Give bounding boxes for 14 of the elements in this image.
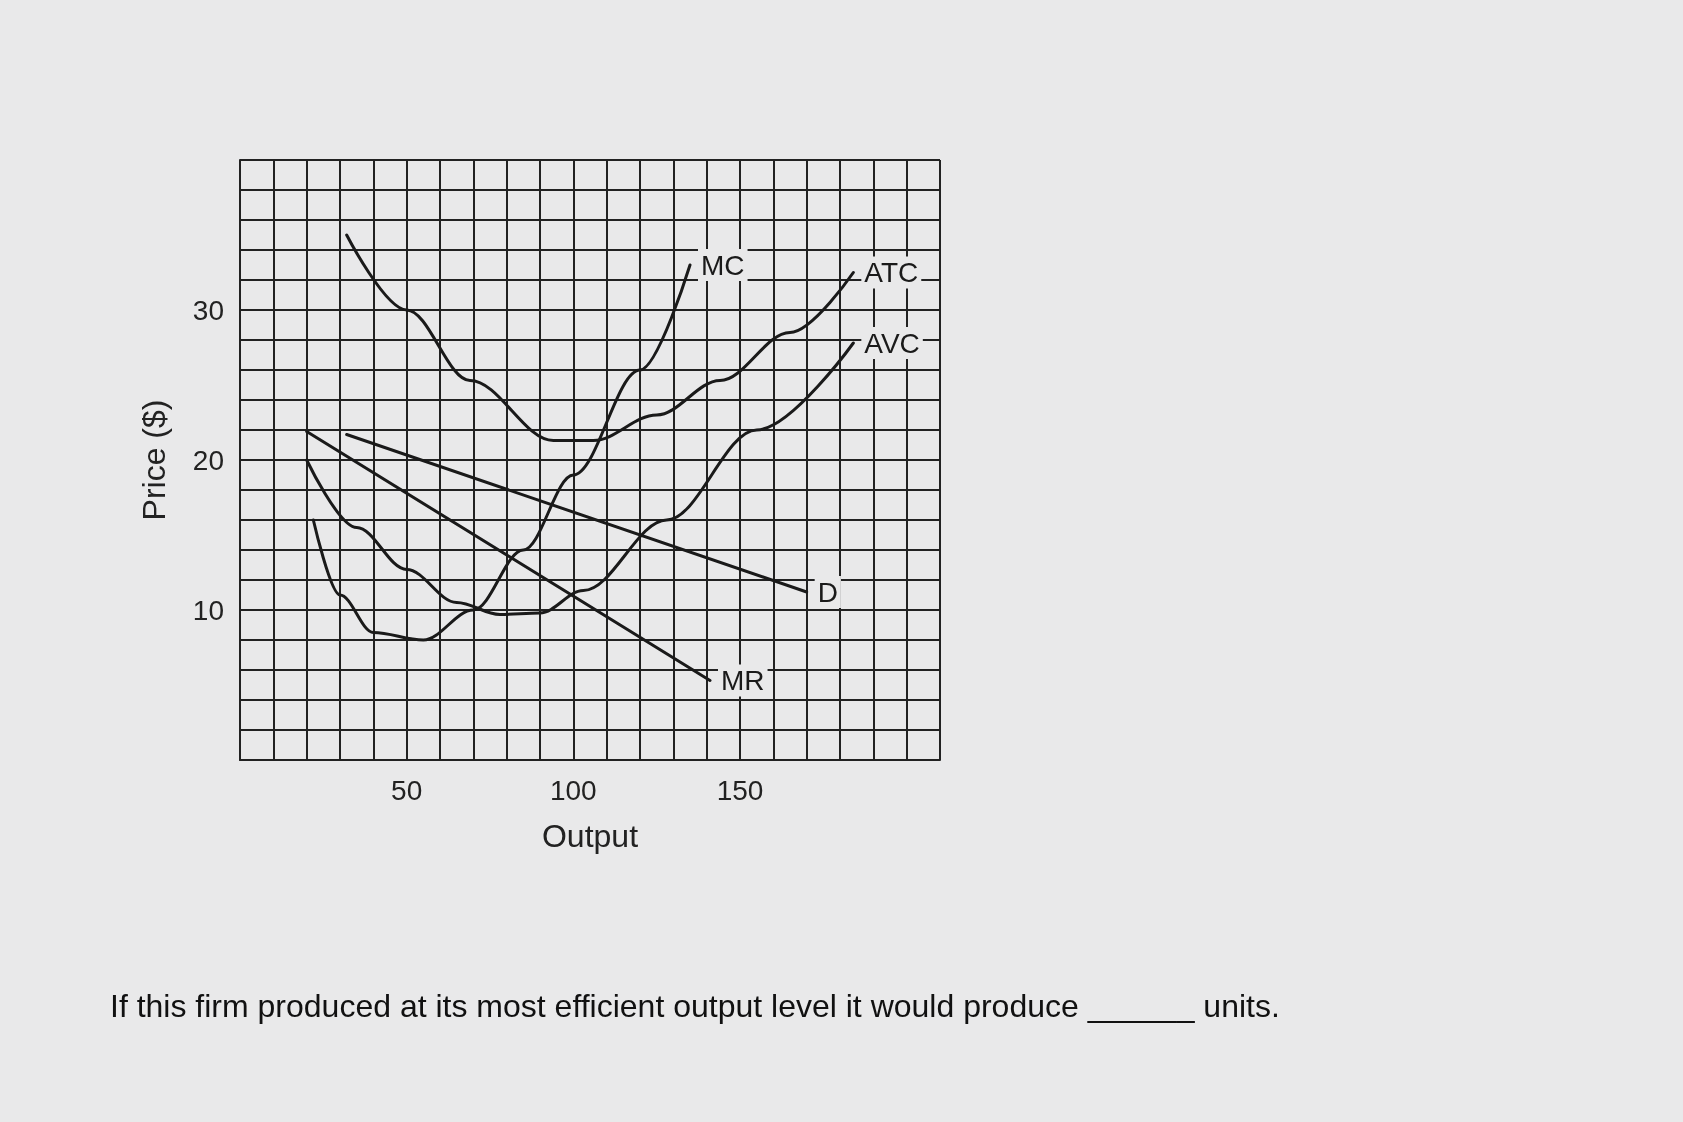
series-label: MC: [701, 249, 745, 281]
x-axis-title: Output: [541, 818, 639, 854]
series-label: ATC: [864, 257, 919, 288]
text: If this firm produced at its most efficient output level it would produce ______ units.: [110, 988, 1280, 1024]
x-tick-label: 150: [716, 774, 764, 806]
y-tick-label: 10: [192, 594, 224, 626]
series-label: D: [817, 576, 838, 608]
y-tick-label: 30: [192, 294, 224, 326]
series-label: MR: [721, 665, 765, 696]
x-tick-label: 100: [549, 774, 597, 806]
y-axis-title: Price ($): [136, 399, 172, 521]
series-label: AVC: [864, 327, 920, 359]
x-tick-label: 50: [391, 774, 423, 806]
y-tick-label: 20: [192, 444, 224, 476]
